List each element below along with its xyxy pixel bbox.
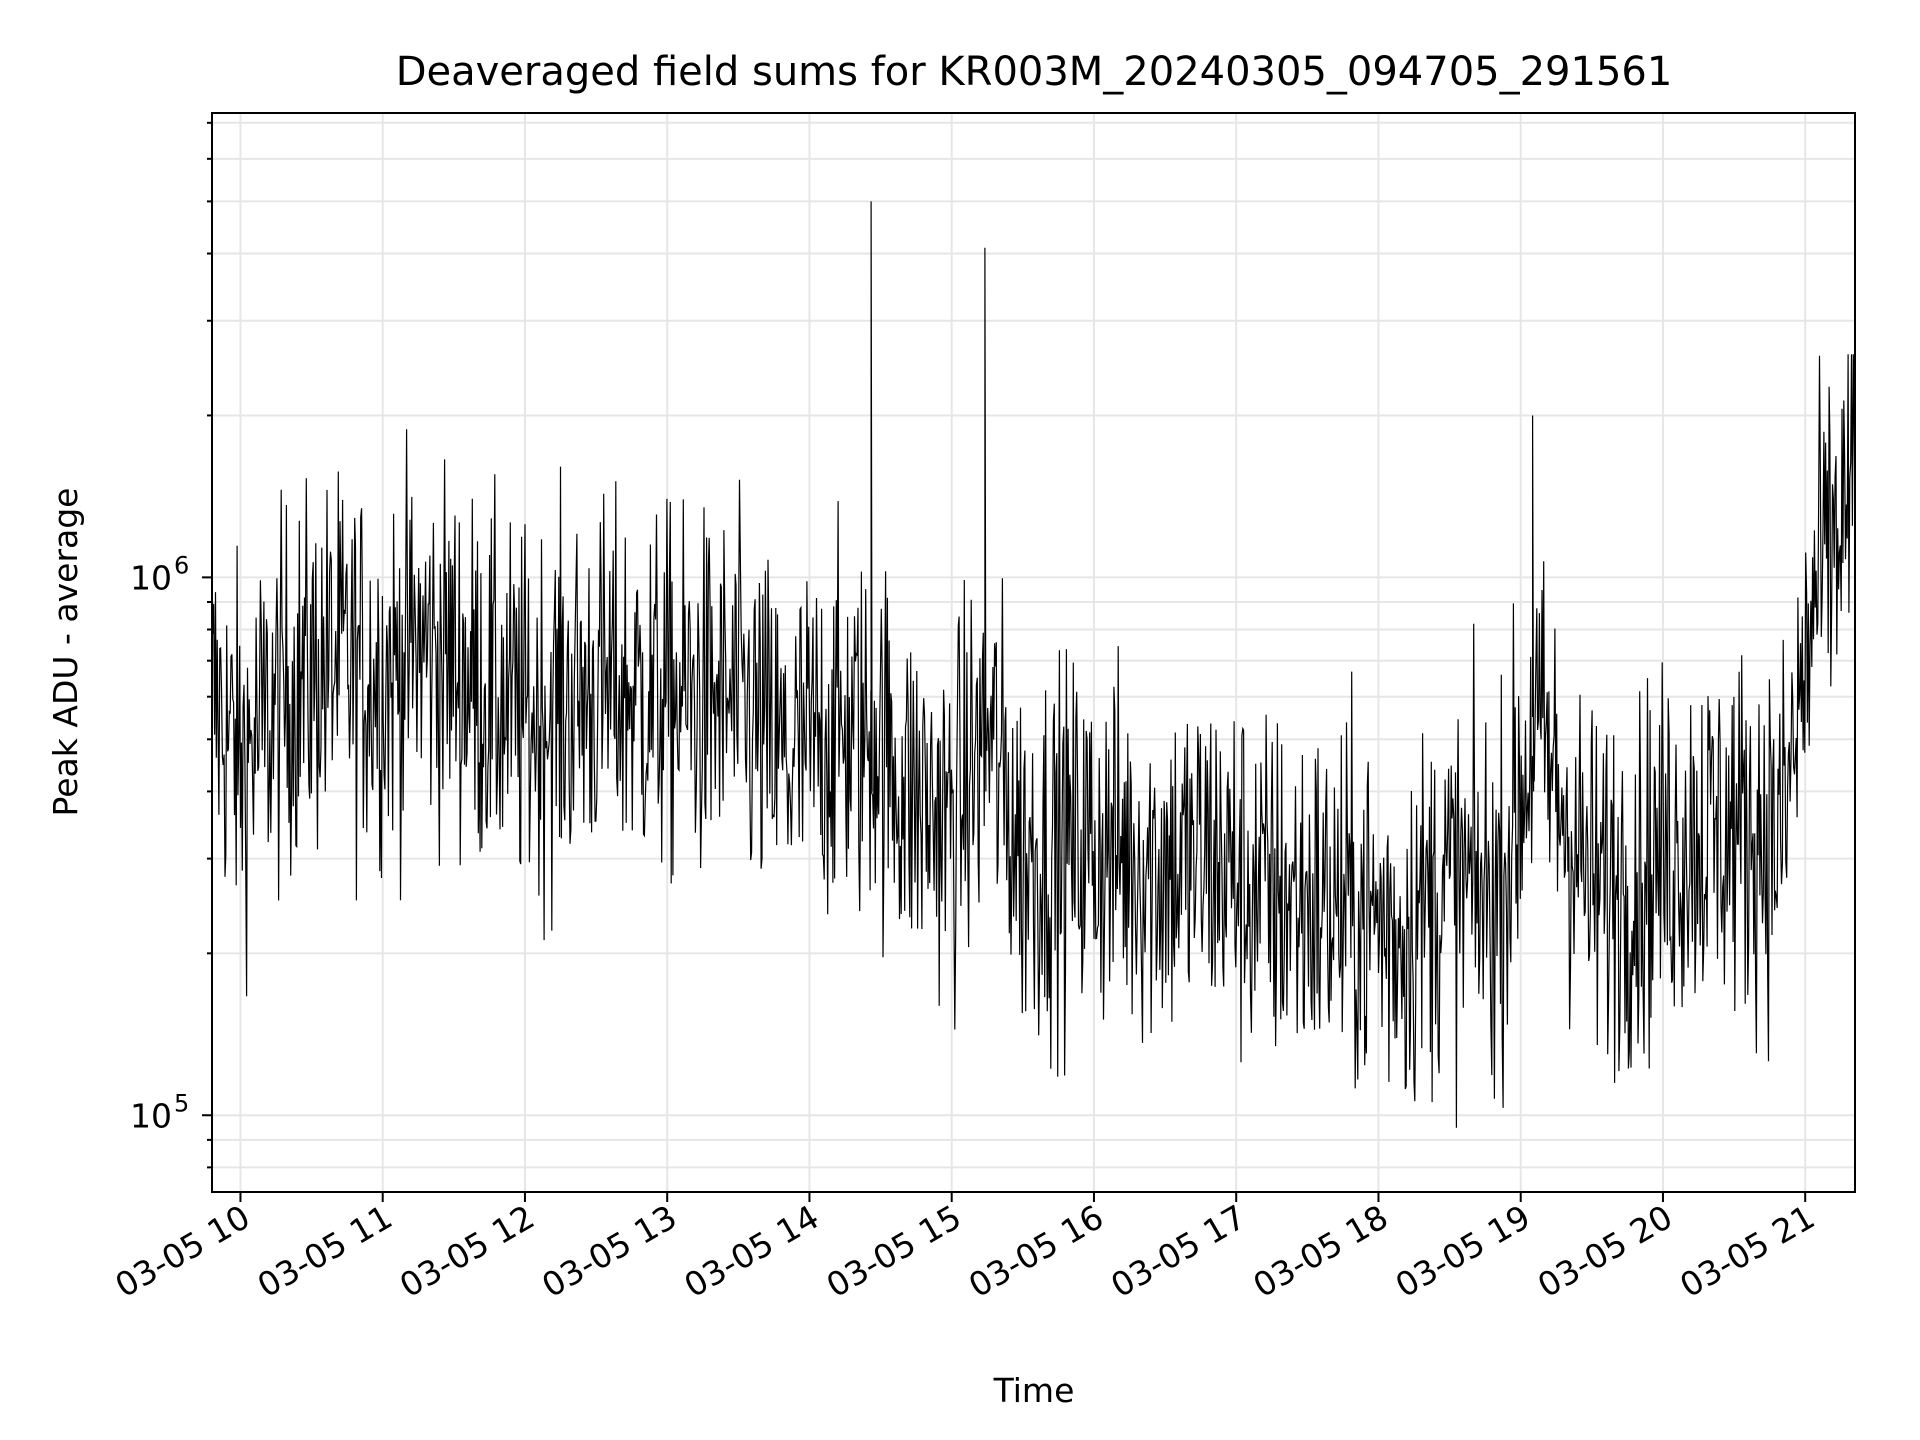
gridlines [212, 113, 1855, 1192]
y-tick-label: 10 [130, 558, 172, 597]
plot-frame [211, 112, 1856, 1193]
y-tick-label: 10 [130, 1096, 172, 1135]
y-tick-exponent: 6 [174, 551, 189, 579]
y-axis-label: Peak ADU - average [46, 488, 85, 817]
x-axis-label: Time [993, 1371, 1075, 1410]
chart-title: Deaveraged field sums for KR003M_2024030… [396, 49, 1673, 95]
series-layer [211, 201, 1856, 1128]
y-tick-exponent: 5 [174, 1089, 189, 1117]
series-line [211, 201, 1856, 1128]
